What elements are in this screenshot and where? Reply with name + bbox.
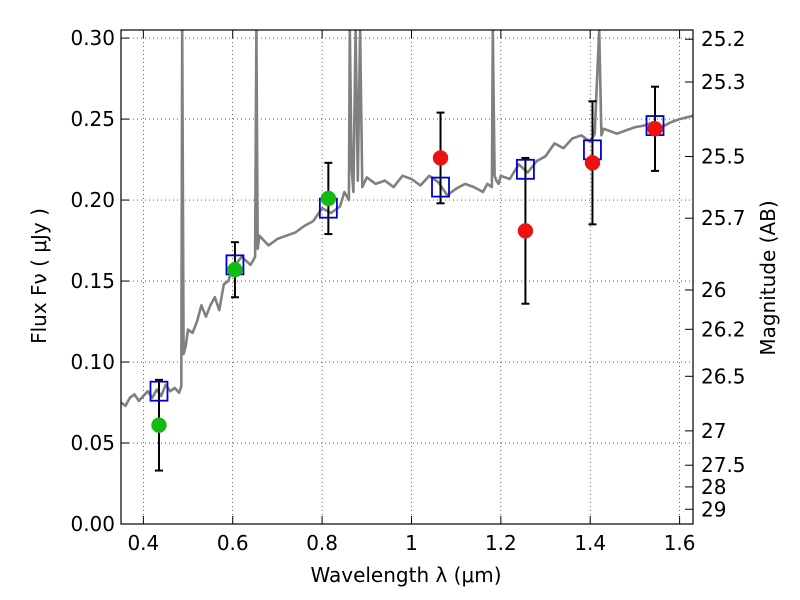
mag-tick-label: 25.5 bbox=[701, 144, 746, 168]
y-tick-label: 0.15 bbox=[70, 269, 115, 293]
plot-frame bbox=[120, 29, 694, 525]
observed-flux-point bbox=[432, 150, 449, 166]
mag-tick-label: 26 bbox=[701, 278, 726, 302]
mag-tick-label: 28 bbox=[701, 475, 726, 499]
mag-tick-label: 26.2 bbox=[701, 317, 746, 341]
grid bbox=[121, 30, 693, 525]
x-tick-label: 1.2 bbox=[485, 531, 517, 555]
y-tick-label: 0.25 bbox=[70, 107, 115, 131]
observed-flux-point bbox=[517, 223, 534, 239]
mag-tick-label: 25.3 bbox=[701, 70, 746, 94]
observed-flux-point bbox=[584, 155, 601, 171]
observed-photometry-layer bbox=[151, 121, 663, 433]
model-flux-square bbox=[516, 158, 535, 180]
observed-flux-point bbox=[320, 190, 337, 207]
y-tick-label: 0.20 bbox=[70, 188, 115, 212]
y-axis-label: Flux Fν ( μJy ) bbox=[27, 208, 51, 344]
tick-layer: 0.4 0.6 0.8 1 1.2 1.4 1.6 0.00 0.05 0.10 0.15 0.20 0… bbox=[70, 26, 745, 555]
x-tick-label: 1.6 bbox=[664, 531, 696, 555]
x-tick-label: 0.6 bbox=[217, 531, 249, 555]
x-axis-label: Wavelength λ (μm) bbox=[310, 563, 501, 587]
mag-tick-label: 26.5 bbox=[701, 364, 746, 388]
x-tick-label: 1.4 bbox=[574, 531, 606, 555]
mag-tick-label: 25.7 bbox=[701, 206, 746, 230]
mag-tick-label: 25.2 bbox=[701, 27, 746, 51]
spectrum-layer bbox=[121, 30, 693, 408]
x-tick-label: 0.4 bbox=[127, 531, 159, 555]
mag-tick-label: 27 bbox=[701, 419, 726, 443]
right-axis-label: Magnitude (AB) bbox=[756, 200, 780, 355]
x-tick-label: 0.8 bbox=[306, 531, 338, 555]
mag-tick-label: 27.5 bbox=[701, 453, 746, 477]
y-tick-label: 0.05 bbox=[70, 431, 115, 455]
spectrum-line bbox=[121, 30, 693, 408]
x-tick-label: 1 bbox=[405, 531, 418, 555]
y-tick-label: 0.30 bbox=[70, 26, 115, 50]
observed-flux-point bbox=[647, 121, 663, 137]
model-flux-square bbox=[149, 380, 169, 402]
model-flux-square bbox=[431, 176, 450, 198]
observed-flux-point bbox=[151, 417, 167, 433]
mag-tick-label: 29 bbox=[701, 497, 726, 521]
y-tick-label: 0.00 bbox=[70, 512, 115, 536]
y-tick-label: 0.10 bbox=[70, 350, 115, 374]
observed-flux-point bbox=[227, 261, 243, 278]
